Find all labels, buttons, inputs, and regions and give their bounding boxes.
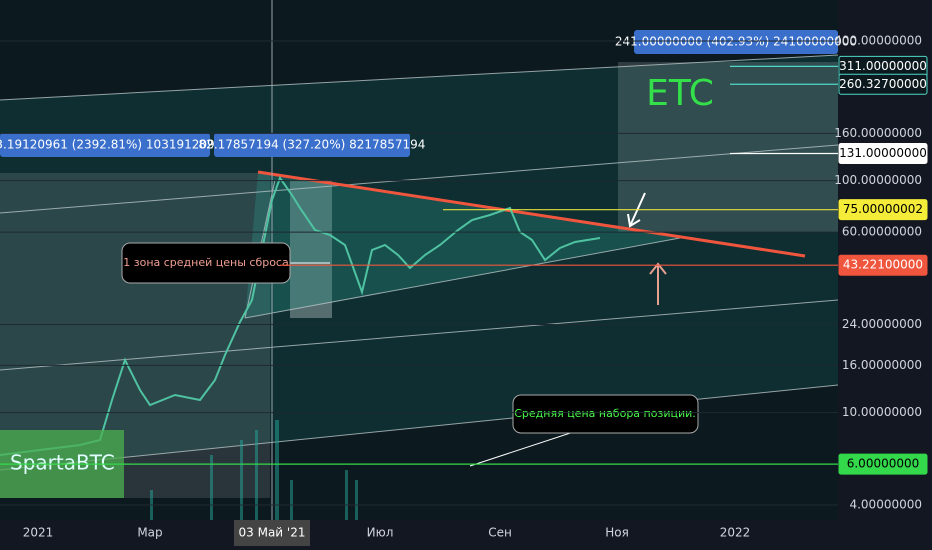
cursor-date-box [234,520,310,546]
measure: 82.17857194 (327.20%) 8217857194 [199,138,426,152]
trend-line [257,170,806,258]
price-label: 4.00000000 [849,498,922,512]
symbol: ETC [646,73,714,114]
price-tag-label: 260.32700000 [839,77,927,91]
price-label: 16.00000000 [842,358,922,372]
measure: 103.19120961 (2392.81%) 10319120961 [0,138,230,152]
measure-box [0,133,210,157]
note: Средняя цена набора позиции. [514,407,696,420]
price-tag-label: 131.00000000 [839,146,927,160]
price-tag-label: 6.00000000 [847,457,920,471]
range-box [618,62,838,232]
time-axis [0,520,932,550]
time-label: 2022 [720,526,751,540]
time-label: 2021 [23,526,54,540]
channel [0,55,838,470]
time-label: Ноя [605,526,629,540]
note-box [121,242,291,284]
price-tag [838,254,928,276]
triangle [245,172,680,318]
time-label: Сен [488,526,512,540]
price-label: 10.00000000 [842,405,922,419]
price-label: 24.00000000 [842,317,922,331]
price-tag-label: 311.00000000 [839,59,927,73]
note: 1 зона средней цены сброса [123,256,288,269]
measure-box [634,30,838,54]
price-tag [838,73,928,95]
price-line [0,175,601,456]
measure-box [214,133,410,157]
price-label: 160.00000000 [834,126,922,140]
price-tag [838,199,928,221]
price-label: 60.00000000 [842,225,922,239]
time-label: Мар [137,526,162,540]
cursor-date: 03 Май '21 [239,526,306,540]
price-tag [838,453,928,475]
note-box [512,394,699,434]
price-label: 100.00000000 [834,173,922,187]
author: SpartaBTC [10,451,115,475]
time-label: Июл [367,526,394,540]
price-tag-label: 75.00000002 [843,202,923,216]
price-tag-label: 43.22100000 [843,258,923,272]
price-label: 400.00000000 [834,34,922,48]
price-tag [838,142,928,164]
